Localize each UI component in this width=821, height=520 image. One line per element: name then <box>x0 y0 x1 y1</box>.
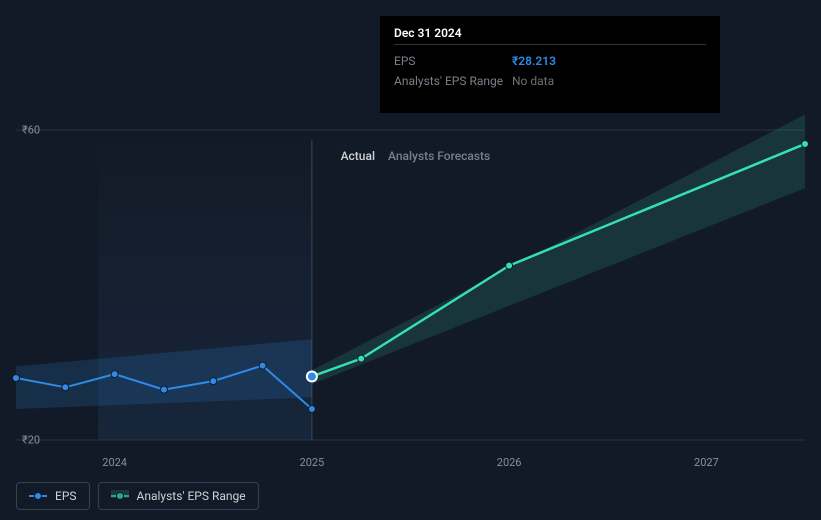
legend-eps-label: EPS <box>55 489 77 503</box>
tooltip-eps-value: ₹28.213 <box>512 51 556 71</box>
legend-item-range[interactable]: Analysts' EPS Range <box>98 482 259 510</box>
x-axis-label: 2026 <box>497 456 522 469</box>
tooltip-date: Dec 31 2024 <box>394 26 706 45</box>
tooltip-range-value: No data <box>512 71 554 91</box>
region-label-forecast: Analysts Forecasts <box>388 149 490 163</box>
x-axis-label: 2025 <box>300 456 325 469</box>
region-label-actual: Actual <box>341 149 375 163</box>
x-axis-label: 2027 <box>694 456 719 469</box>
tooltip-row-range: Analysts' EPS Range No data <box>394 71 706 91</box>
tooltip-range-label: Analysts' EPS Range <box>394 71 512 91</box>
y-axis-label: ₹60 <box>22 124 40 137</box>
legend-range-label: Analysts' EPS Range <box>137 489 246 503</box>
chart-tooltip: Dec 31 2024 EPS ₹28.213 Analysts' EPS Ra… <box>380 16 720 113</box>
y-axis-label: ₹20 <box>22 434 40 447</box>
tooltip-eps-label: EPS <box>394 51 512 71</box>
tooltip-row-eps: EPS ₹28.213 <box>394 51 706 71</box>
chart-legend: EPS Analysts' EPS Range <box>16 482 259 510</box>
legend-item-eps[interactable]: EPS <box>16 482 90 510</box>
x-axis-label: 2024 <box>102 456 127 469</box>
